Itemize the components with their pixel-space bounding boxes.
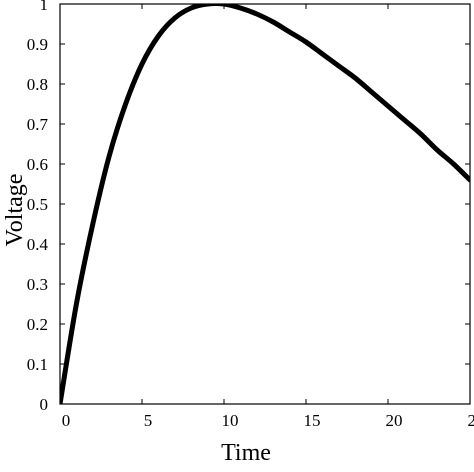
y-tick-label: 0.4 [27,235,49,254]
series-line-0 [60,4,470,405]
y-tick-label: 0.8 [27,75,48,94]
x-tick-label: 20 [386,411,403,430]
x-tick-label: 25 [468,411,474,430]
y-tick-label: 0.7 [27,115,49,134]
x-tick-label: 15 [304,411,321,430]
y-tick-label: 0.1 [27,355,48,374]
x-axis-title: Time [221,440,271,466]
series-layer [60,4,470,405]
x-tick-label: 5 [144,411,153,430]
y-tick-label: 0.5 [27,195,48,214]
x-tick-label: 10 [222,411,239,430]
y-tick-label: 0.3 [27,275,48,294]
y-tick-label: 1 [40,0,49,14]
plot-frame [60,4,470,404]
axes-layer [60,4,470,404]
y-tick-label: 0 [40,395,49,414]
y-axis-title: Voltage [2,174,28,247]
x-tick-label: 0 [62,411,71,430]
y-tick-label: 0.2 [27,315,48,334]
y-tick-label: 0.9 [27,35,48,54]
y-tick-label: 0.6 [27,155,48,174]
